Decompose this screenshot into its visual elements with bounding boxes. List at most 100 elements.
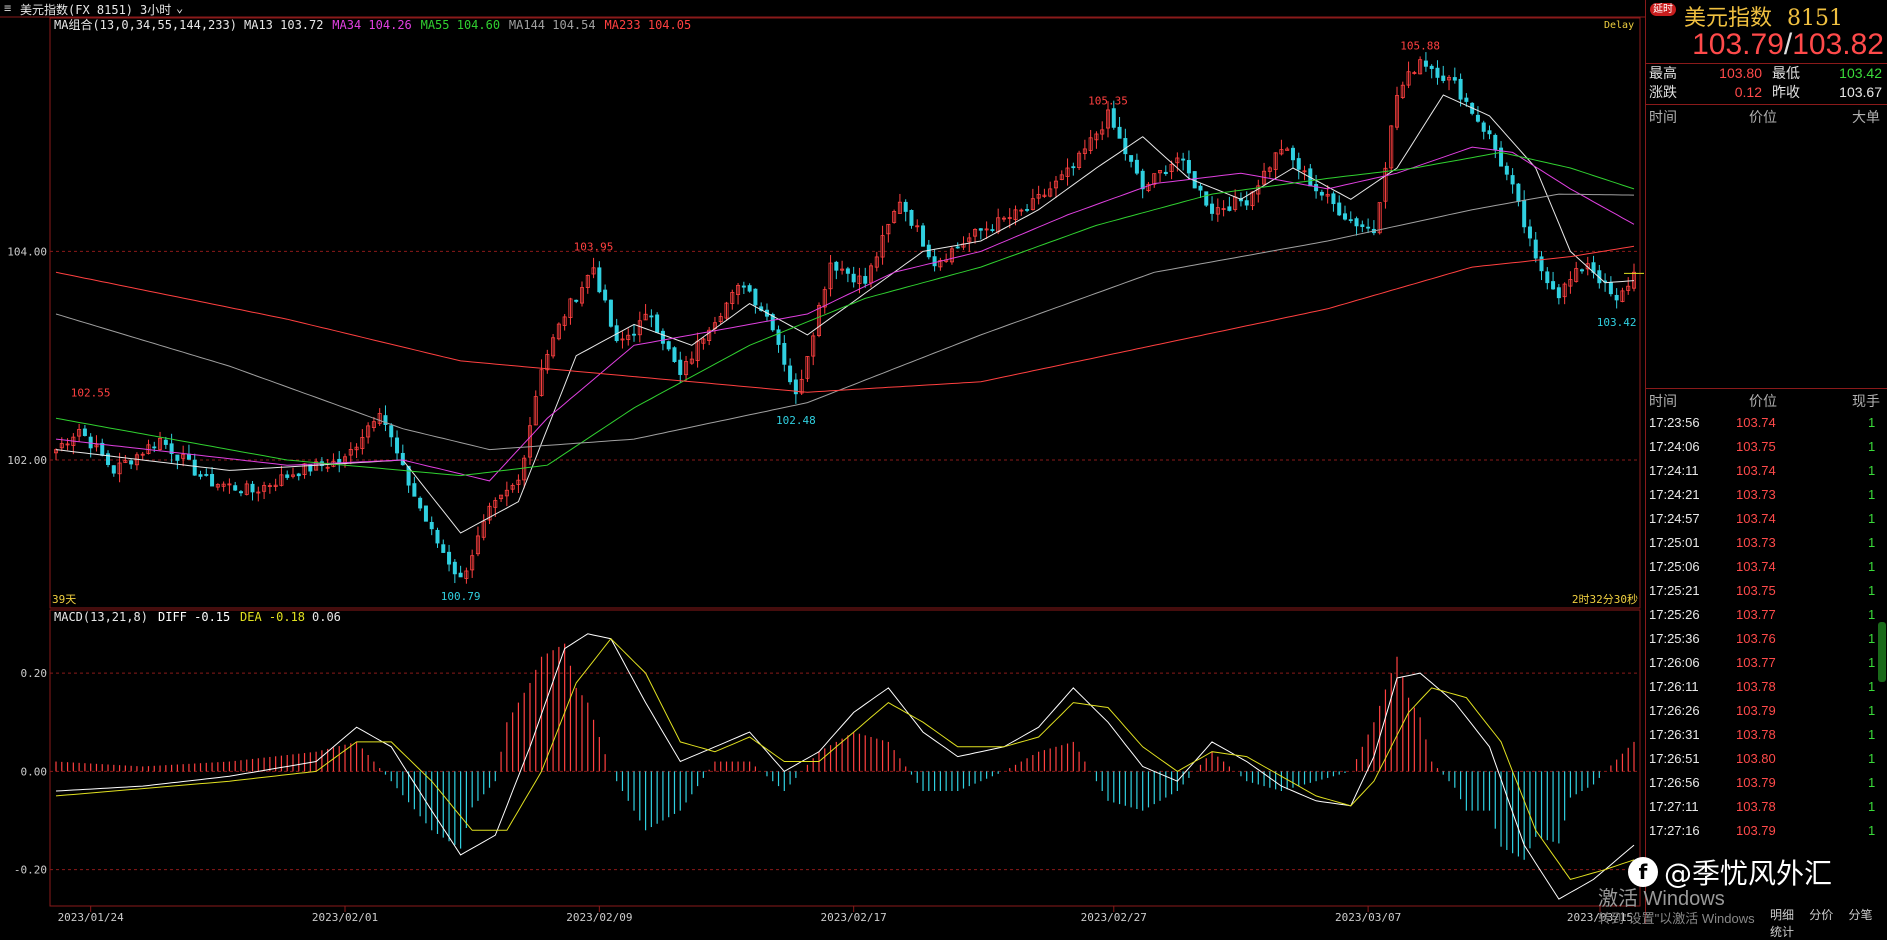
candle-body: [337, 458, 342, 463]
tab-detail[interactable]: 明细: [1770, 908, 1795, 922]
tick-time: 17:25:01: [1649, 535, 1700, 550]
symbol-title[interactable]: 美元指数(FX 8151): [20, 3, 134, 17]
candle-body: [314, 461, 319, 471]
candle-body: [863, 276, 868, 284]
candle-body: [1487, 130, 1492, 135]
tick-row: 17:25:26 103.77 1: [1646, 603, 1884, 627]
candle-body: [1210, 203, 1215, 214]
date-axis-label: 2023/02/09: [566, 911, 632, 924]
candle-body: [1337, 202, 1342, 216]
candle-body: [1608, 282, 1613, 295]
ma-legend-title: MA组合(13,0,34,55,144,233): [54, 17, 237, 32]
tick-price: 103.79: [1736, 703, 1776, 718]
period-selector[interactable]: 3小时: [140, 3, 172, 17]
candle-body: [1475, 114, 1480, 122]
tick-time: 17:27:11: [1649, 799, 1699, 814]
candle-body: [955, 246, 960, 249]
macd-histogram: [55, 643, 1635, 860]
candle-body: [377, 413, 382, 424]
menu-icon[interactable]: ≡: [4, 1, 12, 15]
candle-body: [1186, 160, 1191, 174]
candle-body: [262, 485, 267, 492]
tick-row: 17:25:06 103.74 1: [1646, 555, 1884, 579]
ma-line-ma13: [55, 94, 1635, 534]
candle-body: [591, 267, 596, 275]
candle-body: [152, 446, 157, 449]
main-chart-frame: [49, 17, 1641, 609]
candle-body: [932, 256, 937, 267]
tick-row: 17:25:36 103.76 1: [1646, 627, 1884, 651]
ma-legend-item: MA34 104.26: [332, 18, 411, 32]
candle-body: [880, 235, 885, 258]
candle-body: [273, 484, 278, 488]
candle-body: [1435, 67, 1440, 78]
ma-legend-item: MA55 104.60: [421, 18, 500, 32]
candle-body: [366, 425, 371, 438]
tick-time: 17:25:21: [1649, 583, 1700, 598]
high-label: 最高: [1649, 65, 1677, 81]
candle-body: [238, 491, 243, 494]
big-orders-time-header: 时间: [1649, 109, 1677, 125]
candle-body: [447, 551, 452, 565]
macd-hist-value: 0.06: [312, 610, 341, 624]
candle-body: [1325, 193, 1330, 197]
tick-size: 1: [1868, 751, 1876, 766]
candle-body: [539, 369, 544, 396]
candle-body: [163, 439, 168, 445]
candle-body: [799, 378, 804, 394]
chart-canvas[interactable]: 104.00 102.00 0.20 0.00 -0.20 2023/01/24 2023/…: [0, 0, 1645, 924]
macd-diff-value: DIFF -0.15: [158, 610, 230, 624]
candle-body: [1146, 183, 1151, 192]
candle-body: [493, 500, 498, 508]
tab-by-trade[interactable]: 分笔: [1848, 908, 1873, 922]
tab-by-price[interactable]: 分价: [1809, 908, 1834, 922]
extreme-price-label: 102.48: [776, 414, 816, 427]
prev-close-value: 103.67: [1839, 84, 1882, 100]
candle-body: [192, 459, 197, 476]
candle-body: [637, 320, 642, 336]
candle-body: [1158, 170, 1163, 174]
candle-body: [545, 354, 550, 371]
date-axis-label: 2023/01/24: [58, 911, 125, 924]
tick-price: 103.80: [1736, 751, 1776, 766]
candle-body: [487, 505, 492, 521]
candle-body: [111, 465, 116, 474]
candle-body: [1504, 165, 1509, 175]
tab-stats[interactable]: 统计: [1770, 925, 1795, 939]
chevron-down-icon[interactable]: ⌄: [176, 1, 184, 15]
date-axis-label: 2023/02/01: [312, 911, 378, 924]
candle-body: [389, 425, 394, 438]
tick-time: 17:26:56: [1649, 775, 1700, 790]
big-orders-size-header: 大单: [1852, 109, 1880, 125]
candle-body: [348, 448, 353, 456]
candle-body: [1556, 287, 1561, 299]
tick-size: 1: [1868, 823, 1876, 838]
tick-price: 103.78: [1736, 727, 1776, 742]
tick-price: 103.78: [1736, 679, 1776, 694]
candle-body: [1007, 217, 1012, 219]
candle-body: [423, 505, 428, 522]
candle-body: [684, 361, 689, 376]
candle-body: [1441, 75, 1446, 81]
candle-body: [603, 289, 608, 301]
tick-size: 1: [1868, 631, 1876, 646]
candle-body: [556, 323, 561, 340]
macd-legend-title: MACD(13,21,8): [54, 610, 148, 624]
tick-time: 17:26:11: [1649, 679, 1699, 694]
candle-body: [1221, 208, 1226, 210]
price-axis-label: 104.00: [7, 245, 47, 258]
low-label: 最低: [1772, 65, 1800, 81]
quote-header: 延时 美元指数 8151: [1646, 0, 1887, 31]
candle-body: [840, 268, 845, 271]
candle-body: [1366, 226, 1371, 229]
candle-body: [1123, 138, 1128, 155]
candle-body: [475, 535, 480, 555]
tick-size: 1: [1868, 607, 1876, 622]
candle-body: [198, 474, 203, 477]
candle-body: [1036, 194, 1041, 199]
candle-body: [1314, 184, 1319, 192]
tick-row: 17:24:11 103.74 1: [1646, 459, 1884, 483]
scrollbar[interactable]: [1878, 622, 1886, 682]
candle-body: [1533, 239, 1538, 259]
candle-body: [788, 365, 793, 383]
